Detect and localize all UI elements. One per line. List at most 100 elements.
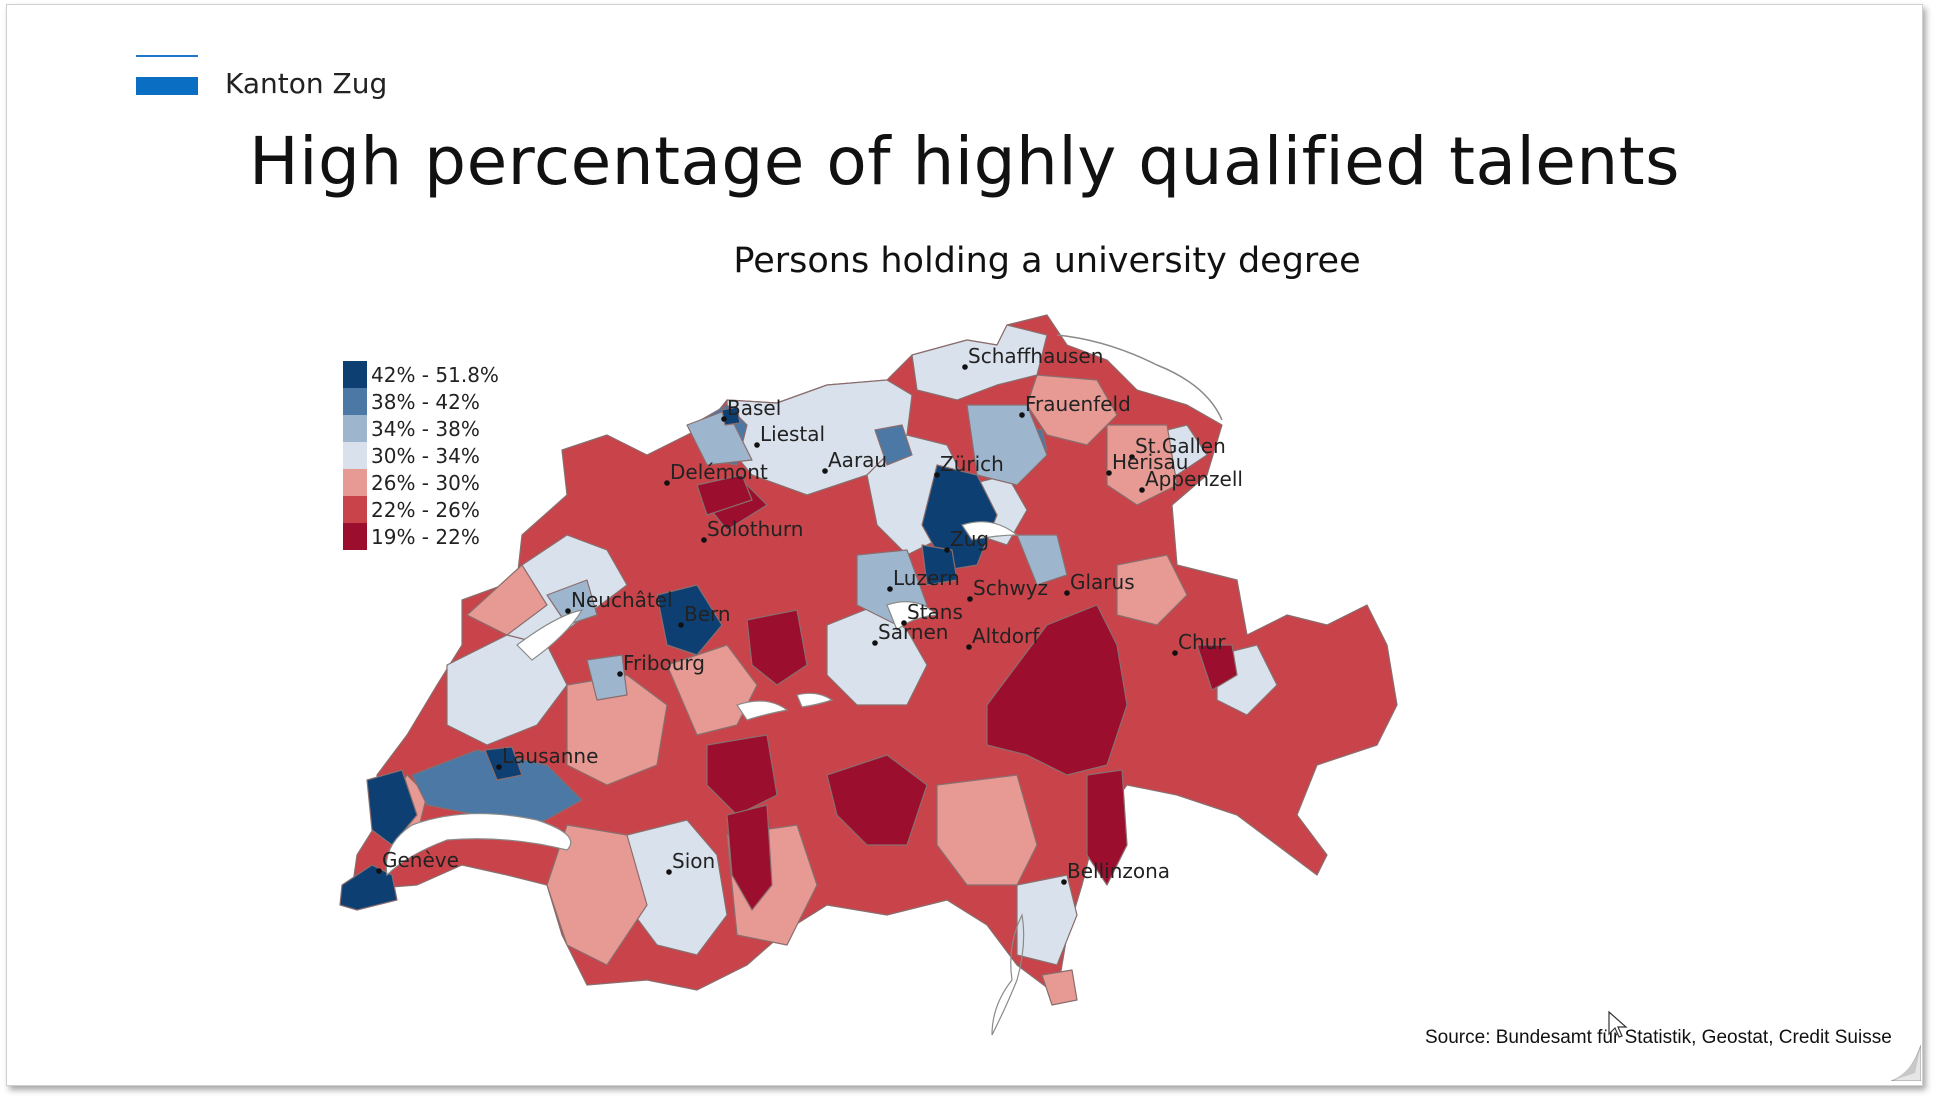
city-label: Fribourg [623,651,705,675]
region-zurich-ring [966,404,1048,486]
city-label: Sion [672,849,715,873]
region-visp [726,804,773,911]
city-label: Liestal [760,422,825,446]
city-marker [496,764,502,770]
region-basel-land [686,409,753,466]
city-marker [1106,470,1112,476]
city-marker [701,537,707,543]
region-aarau-east [874,424,913,466]
city-label: Aarau [828,448,887,472]
city-marker [376,868,382,874]
city-label: St.Gallen [1135,434,1226,458]
legend-swatch [343,496,367,523]
legend-swatch [343,388,367,415]
region-ticino-south [1016,874,1078,966]
region-oberland [706,734,778,816]
city-marker [721,416,727,422]
region-neuchatel-lake [546,579,598,626]
region-surselva [986,604,1128,776]
lake-maggiore [991,913,1025,1036]
legend-label: 19% - 22% [371,524,480,549]
city-marker [872,640,878,646]
slide: Kanton Zug High percentage of highly qua… [6,4,1923,1086]
city-label: Herisau [1112,450,1188,474]
city-marker [617,671,623,677]
legend-item: 26% - 30% [343,469,499,496]
region-valais-west [546,824,648,966]
legend-label: 42% - 51.8% [371,362,499,387]
lake-geneva [385,812,572,877]
region-chur-small [1196,644,1238,691]
city-label: Glarus [1070,570,1135,594]
city-marker [822,468,828,474]
city-marker [1139,487,1145,493]
legend-swatch [343,361,367,388]
legend-label: 26% - 30% [371,470,480,495]
city-marker [1064,590,1070,596]
region-fribourg [566,674,668,786]
legend-item: 30% - 34% [343,442,499,469]
city-marker [754,442,760,448]
city-marker [887,586,893,592]
city-label: Basel [727,396,781,420]
legend-label: 38% - 42% [371,389,480,414]
mouse-cursor-icon [1608,1010,1628,1038]
city-label: Appenzell [1145,467,1243,491]
map-legend: 42% - 51.8% 38% - 42% 34% - 38% 30% - 34… [343,361,499,550]
city-marker [666,869,672,875]
region-goms [826,754,928,846]
legend-item: 34% - 38% [343,415,499,442]
region-zurich-city [921,464,998,571]
city-label: Sarnen [878,620,948,644]
city-marker [966,644,972,650]
city-marker [901,620,907,626]
city-marker [934,472,940,478]
city-label: Neuchâtel [571,588,673,612]
city-marker [565,608,571,614]
city-label: Zürich [940,452,1004,476]
city-marker [664,480,670,486]
region-schwyz-east [1016,534,1068,586]
city-marker [1172,650,1178,656]
brand-line [136,55,198,57]
region-fribourg-small [586,654,628,701]
city-label: Delémont [670,460,768,484]
page-curl-icon [1891,1045,1921,1081]
map-subtitle: Persons holding a university degree [733,241,1361,281]
legend-item: 42% - 51.8% [343,361,499,388]
region-ticino-south2 [1041,969,1078,1006]
region-schaffhausen [911,324,1048,401]
region-emmental [746,609,808,686]
legend-swatch [343,523,367,550]
city-label: Bellinzona [1067,859,1170,883]
legend-label: 22% - 26% [371,497,480,522]
legend-label: 30% - 34% [371,443,480,468]
city-label: Schaffhausen [968,344,1103,368]
lake-thun [736,700,789,721]
city-marker [1061,879,1067,885]
lake-constance-outline [1056,334,1223,421]
region-jura [466,564,548,636]
lake-brienz [796,692,834,708]
city-label: Chur [1178,630,1226,654]
region-jura-east [696,474,753,516]
source-note: Source: Bundesamt für Statistik, Geostat… [1425,1027,1892,1048]
city-marker [1129,454,1135,460]
region-bern-city [656,584,723,656]
city-label: Solothurn [707,517,803,541]
legend-item: 22% - 26% [343,496,499,523]
region-zug [921,544,958,586]
city-marker [962,364,968,370]
legend-label: 34% - 38% [371,416,480,441]
city-label: Stans [907,600,963,624]
city-label: Bern [684,602,731,626]
city-label: Luzern [893,566,960,590]
switzerland-choropleth-map: Schaffhausen Basel Frauenfeld Liestal St.Gal… [339,314,1398,1036]
city-label: Frauenfeld [1025,392,1131,416]
brand-logo-block [136,77,198,95]
brand-name: Kanton Zug [225,67,388,100]
legend-swatch [343,415,367,442]
city-label: Genève [382,848,459,872]
city-marker [944,547,950,553]
lake-neuchatel [516,609,584,661]
